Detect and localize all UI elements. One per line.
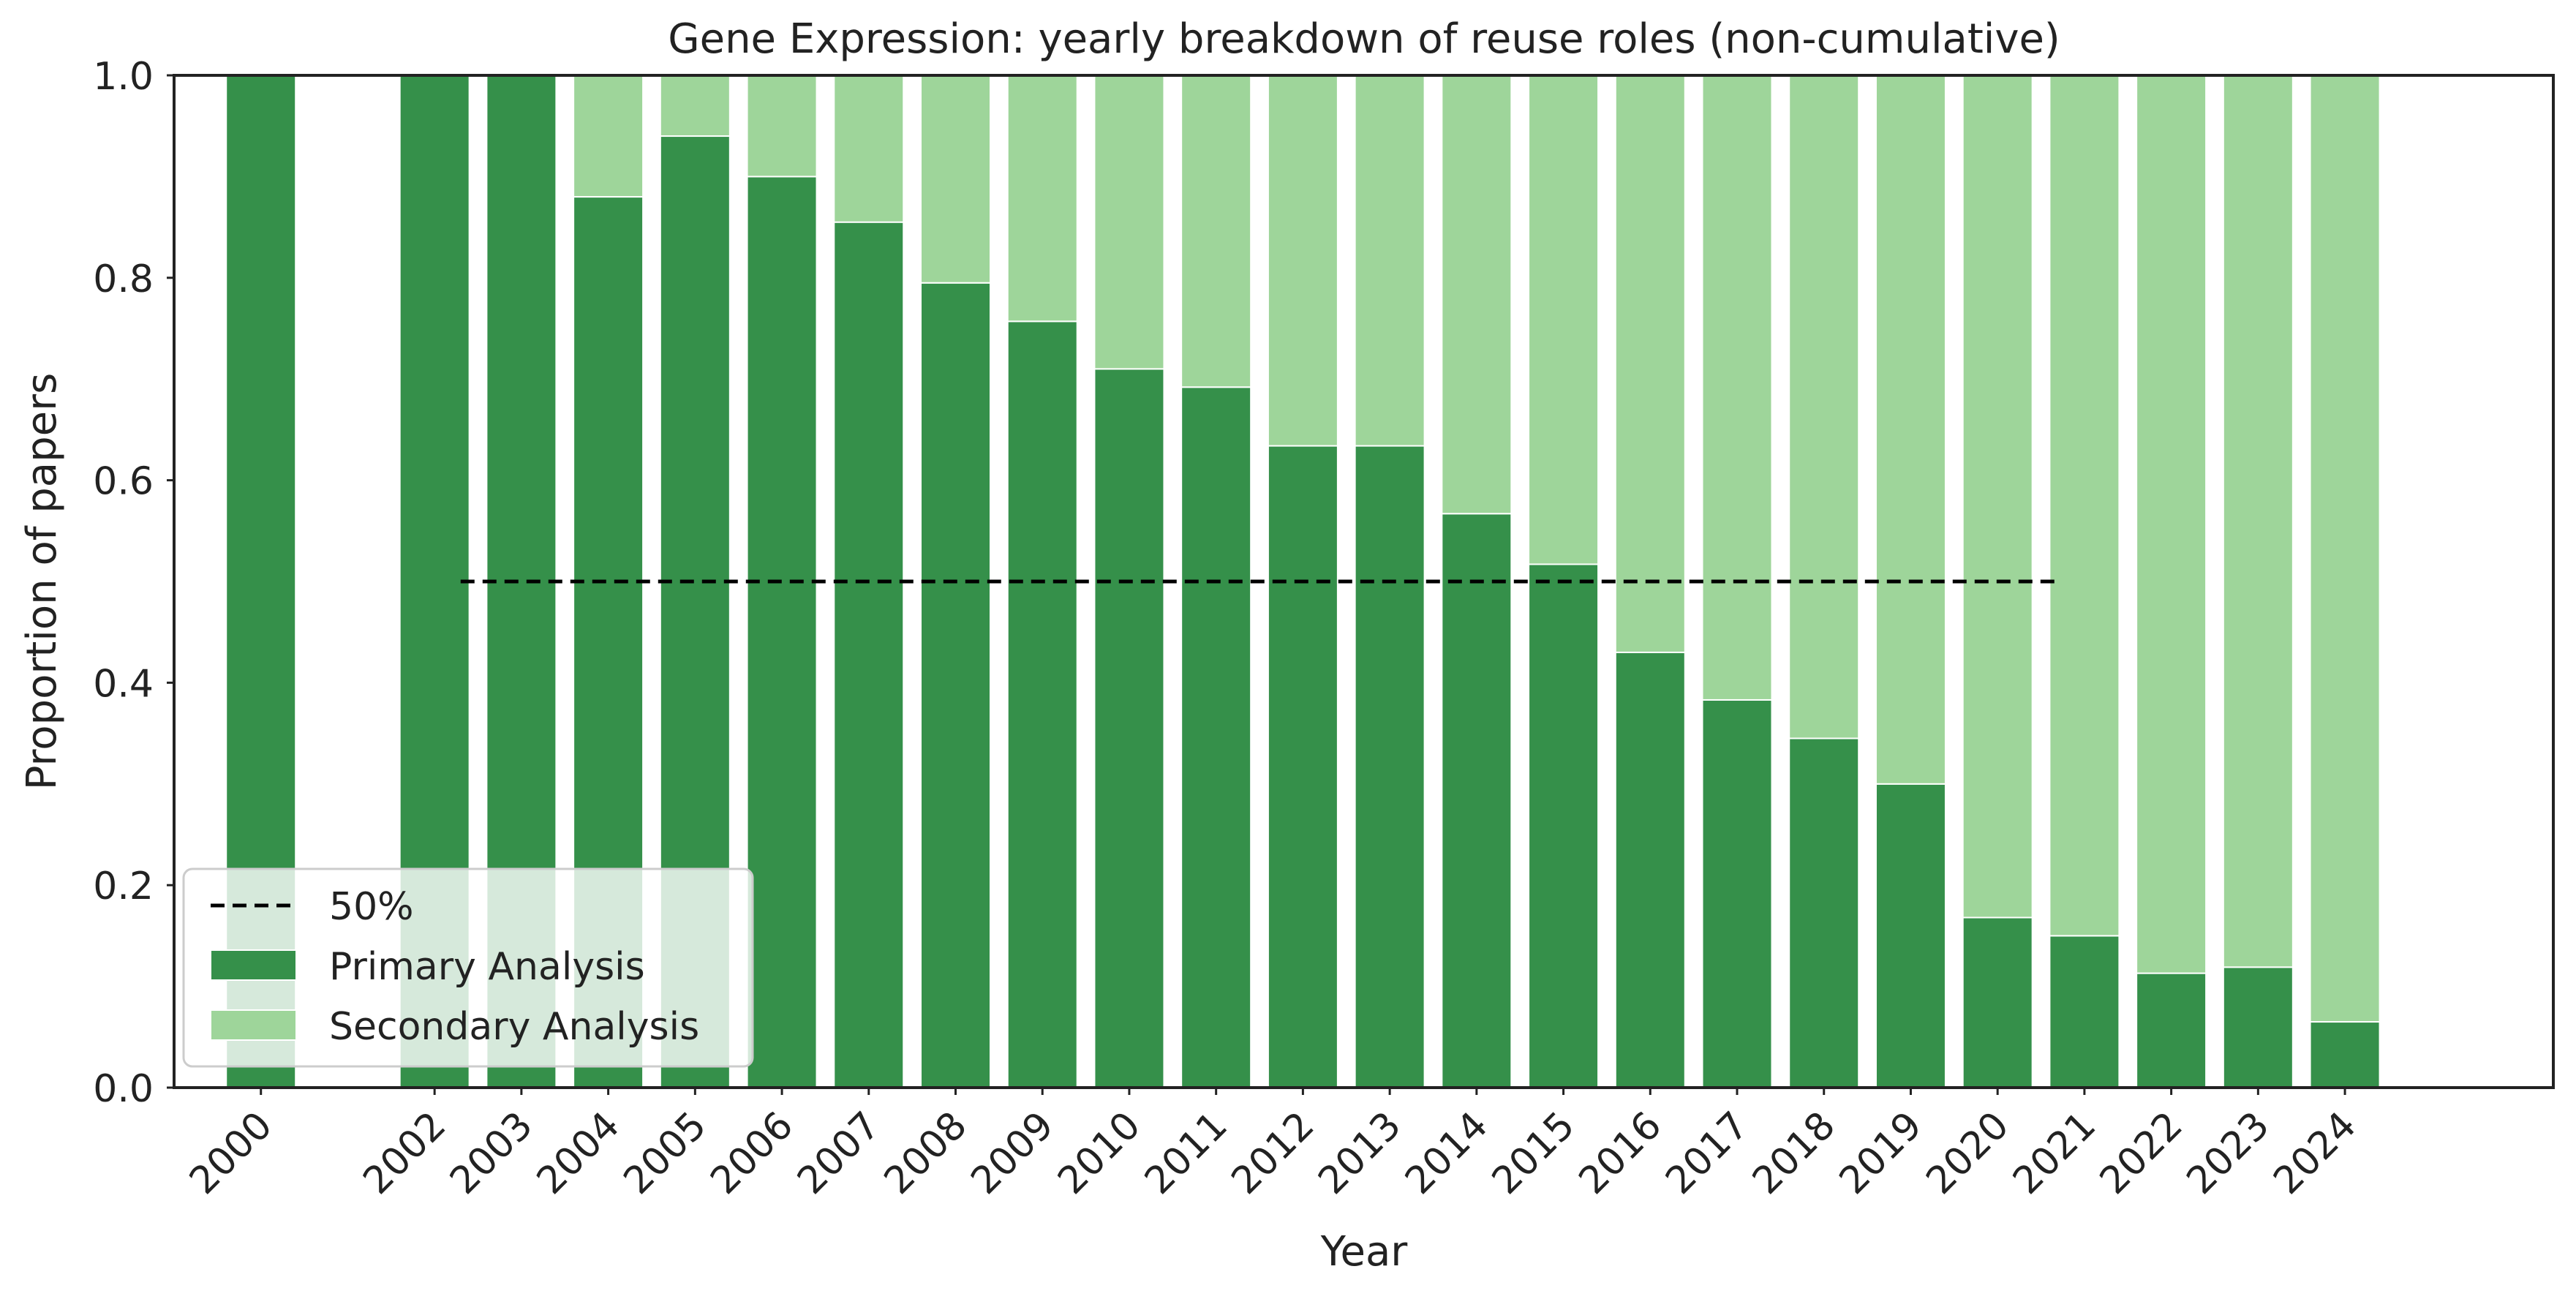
bar-secondary-2022 <box>2136 75 2207 974</box>
bar-secondary-2011 <box>1180 75 1252 388</box>
plot-frame <box>173 74 2555 1089</box>
bar-primary-2016 <box>1614 651 1686 1088</box>
bar-secondary-2017 <box>1701 75 1773 701</box>
bar-secondary-2016 <box>1614 75 1686 653</box>
bar-primary-2007 <box>833 221 905 1088</box>
y-tick-label: 0.2 <box>93 865 154 908</box>
bar-primary-2022 <box>2136 972 2207 1089</box>
bar-primary-2008 <box>920 282 991 1089</box>
y-axis-label: Proportion of papers <box>18 373 66 791</box>
bar-secondary-2013 <box>1354 75 1426 447</box>
bar-secondary-2004 <box>573 75 644 198</box>
bar-primary-2013 <box>1354 445 1426 1088</box>
bar-primary-2021 <box>2049 935 2120 1089</box>
legend-label-50pct: 50% <box>329 885 414 929</box>
bar-primary-2006 <box>746 176 818 1088</box>
y-tick-label: 1.0 <box>93 55 154 99</box>
bar-primary-2009 <box>1006 320 1078 1088</box>
bar-primary-2024 <box>2309 1021 2381 1089</box>
y-tick-label: 0.4 <box>93 662 154 706</box>
bar-secondary-2009 <box>1006 75 1078 323</box>
bar-secondary-2010 <box>1093 75 1165 370</box>
y-axis: 0.0 0.2 0.4 0.6 0.8 1.0 <box>93 55 174 1111</box>
bar-secondary-2020 <box>1962 75 2033 919</box>
legend: 50% Primary Analysis Secondary Analysis <box>182 867 754 1068</box>
bar-primary-2011 <box>1180 386 1252 1088</box>
bar-secondary-2015 <box>1528 75 1600 565</box>
legend-label-secondary: Secondary Analysis <box>329 1005 699 1049</box>
bar-secondary-2019 <box>1875 75 1946 785</box>
legend-box <box>182 867 754 1068</box>
x-axis-label: Year <box>1320 1228 1409 1276</box>
chart-title: Gene Expression: yearly breakdown of reu… <box>668 15 2060 63</box>
bar-secondary-2018 <box>1788 75 1860 739</box>
bar-secondary-2023 <box>2222 75 2294 968</box>
bar-secondary-2005 <box>659 75 731 138</box>
bar-secondary-2021 <box>2049 75 2120 937</box>
legend-swatch-primary <box>210 949 297 981</box>
bar-primary-2012 <box>1267 445 1338 1088</box>
bar-primary-2023 <box>2222 966 2294 1088</box>
bar-primary-2018 <box>1788 737 1860 1089</box>
bar-primary-2010 <box>1093 368 1165 1088</box>
legend-swatch-secondary <box>210 1009 297 1041</box>
bar-primary-2017 <box>1701 699 1773 1088</box>
bar-secondary-2006 <box>746 75 818 178</box>
y-tick-label: 0.6 <box>93 460 154 504</box>
bar-primary-2019 <box>1875 783 1946 1089</box>
bar-secondary-2007 <box>833 75 905 223</box>
bar-primary-2015 <box>1528 563 1600 1088</box>
y-tick-label: 0.0 <box>93 1067 154 1111</box>
bar-secondary-2012 <box>1267 75 1338 447</box>
bar-secondary-2014 <box>1441 75 1513 515</box>
bar-secondary-2024 <box>2309 75 2381 1023</box>
y-tick-label: 0.8 <box>93 257 154 301</box>
bar-primary-2020 <box>1962 916 2033 1089</box>
legend-label-primary: Primary Analysis <box>329 945 645 989</box>
bar-primary-2014 <box>1441 513 1513 1088</box>
bar-secondary-2008 <box>920 75 991 284</box>
